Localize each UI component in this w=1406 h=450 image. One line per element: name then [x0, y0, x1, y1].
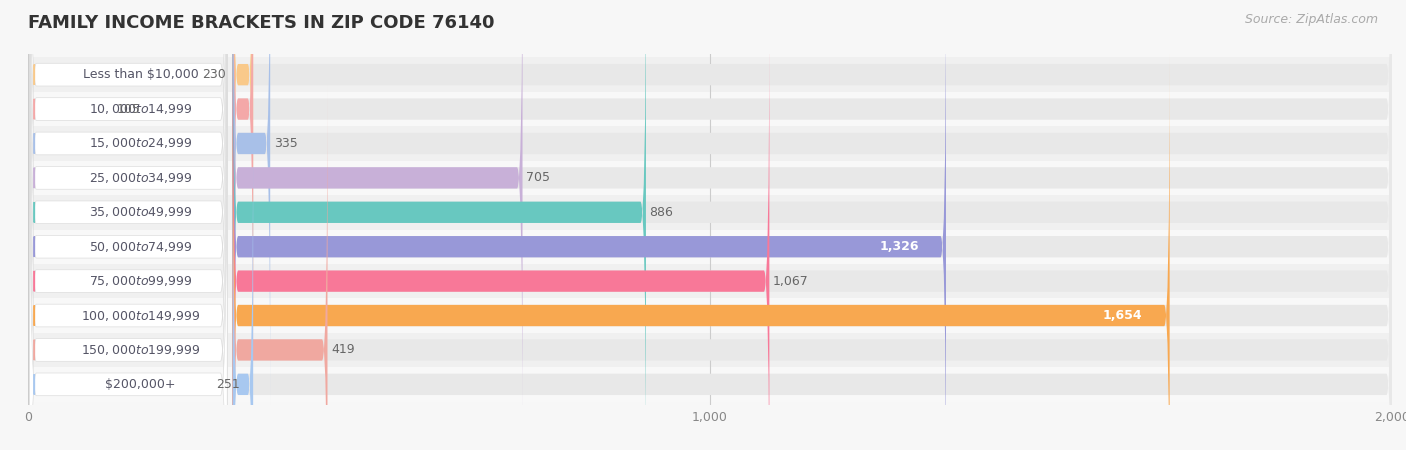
Text: 335: 335: [274, 137, 297, 150]
FancyBboxPatch shape: [233, 0, 946, 450]
FancyBboxPatch shape: [233, 0, 1392, 450]
Text: 230: 230: [202, 68, 226, 81]
Text: 886: 886: [650, 206, 673, 219]
Text: 419: 419: [330, 343, 354, 356]
FancyBboxPatch shape: [28, 195, 1392, 230]
FancyBboxPatch shape: [28, 126, 1392, 161]
FancyBboxPatch shape: [233, 120, 253, 450]
FancyBboxPatch shape: [30, 0, 228, 450]
Text: $15,000 to $24,999: $15,000 to $24,999: [89, 136, 193, 150]
FancyBboxPatch shape: [30, 52, 228, 450]
Text: $35,000 to $49,999: $35,000 to $49,999: [89, 205, 193, 219]
Text: Source: ZipAtlas.com: Source: ZipAtlas.com: [1244, 14, 1378, 27]
FancyBboxPatch shape: [28, 161, 1392, 195]
Text: 251: 251: [217, 378, 240, 391]
FancyBboxPatch shape: [233, 51, 1170, 450]
FancyBboxPatch shape: [233, 0, 523, 442]
FancyBboxPatch shape: [233, 0, 645, 450]
FancyBboxPatch shape: [233, 0, 1392, 339]
Text: $25,000 to $34,999: $25,000 to $34,999: [89, 171, 193, 185]
FancyBboxPatch shape: [233, 17, 1392, 450]
FancyBboxPatch shape: [233, 17, 769, 450]
FancyBboxPatch shape: [30, 0, 228, 450]
FancyBboxPatch shape: [233, 0, 1392, 442]
Text: 1,067: 1,067: [773, 274, 808, 288]
Text: $10,000 to $14,999: $10,000 to $14,999: [89, 102, 193, 116]
FancyBboxPatch shape: [30, 0, 228, 450]
Text: $50,000 to $74,999: $50,000 to $74,999: [89, 240, 193, 254]
Text: 1,654: 1,654: [1102, 309, 1142, 322]
FancyBboxPatch shape: [28, 92, 1392, 126]
Text: $100,000 to $149,999: $100,000 to $149,999: [82, 309, 200, 323]
FancyBboxPatch shape: [233, 0, 253, 339]
FancyBboxPatch shape: [30, 0, 228, 450]
Text: Less than $10,000: Less than $10,000: [83, 68, 198, 81]
FancyBboxPatch shape: [28, 367, 1392, 401]
FancyBboxPatch shape: [30, 0, 228, 450]
Text: 105: 105: [117, 103, 141, 116]
FancyBboxPatch shape: [30, 0, 228, 407]
FancyBboxPatch shape: [233, 0, 1392, 374]
FancyBboxPatch shape: [28, 230, 1392, 264]
FancyBboxPatch shape: [233, 86, 328, 450]
FancyBboxPatch shape: [28, 264, 1392, 298]
FancyBboxPatch shape: [233, 51, 1392, 450]
FancyBboxPatch shape: [233, 86, 1392, 450]
FancyBboxPatch shape: [233, 0, 253, 374]
FancyBboxPatch shape: [28, 298, 1392, 333]
Text: $75,000 to $99,999: $75,000 to $99,999: [89, 274, 193, 288]
Text: 705: 705: [526, 171, 550, 184]
FancyBboxPatch shape: [30, 0, 228, 442]
Text: FAMILY INCOME BRACKETS IN ZIP CODE 76140: FAMILY INCOME BRACKETS IN ZIP CODE 76140: [28, 14, 495, 32]
Text: 1,326: 1,326: [879, 240, 918, 253]
FancyBboxPatch shape: [28, 58, 1392, 92]
FancyBboxPatch shape: [233, 0, 270, 408]
Text: $200,000+: $200,000+: [105, 378, 176, 391]
Text: $150,000 to $199,999: $150,000 to $199,999: [82, 343, 200, 357]
FancyBboxPatch shape: [30, 17, 228, 450]
FancyBboxPatch shape: [30, 0, 228, 450]
FancyBboxPatch shape: [28, 333, 1392, 367]
FancyBboxPatch shape: [233, 0, 1392, 450]
FancyBboxPatch shape: [233, 0, 1392, 408]
FancyBboxPatch shape: [233, 120, 1392, 450]
